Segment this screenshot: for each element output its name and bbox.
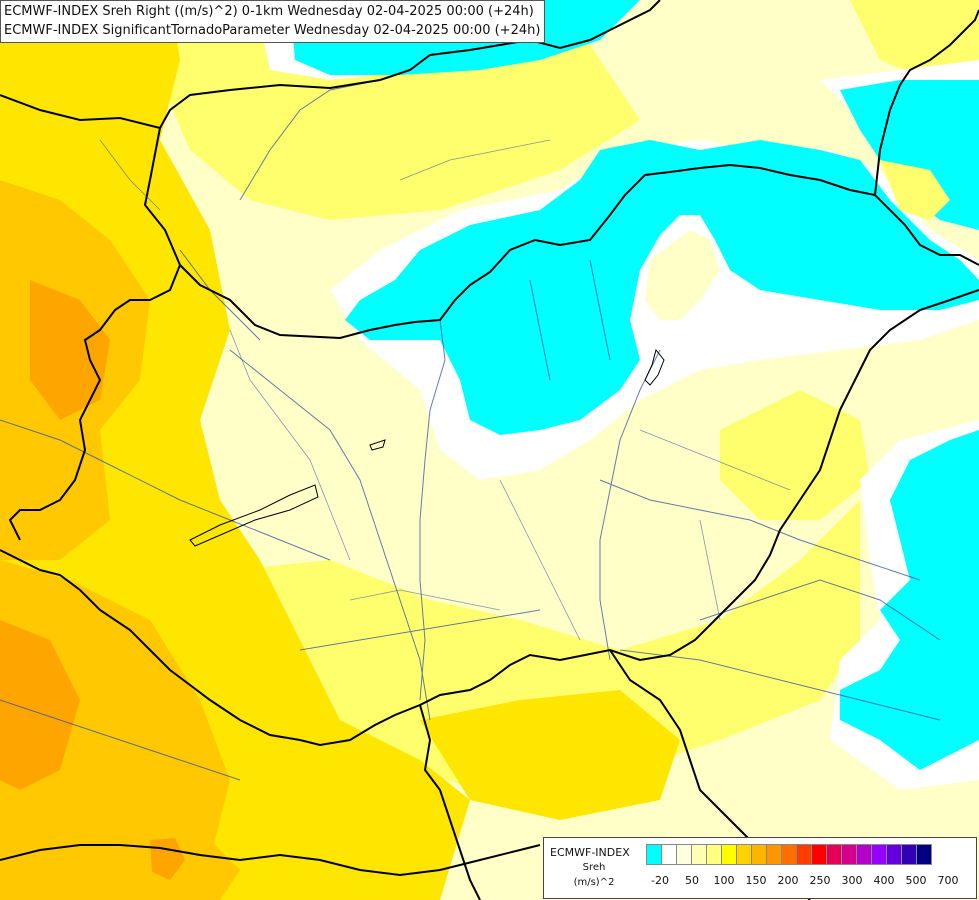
legend-swatch [856, 844, 872, 865]
legend-parameter: Sreh [582, 862, 606, 873]
legend-swatch [766, 844, 782, 865]
region-border [399, 139, 551, 181]
legend-swatch [721, 844, 737, 865]
river [0, 419, 331, 561]
field-high-southcentral [420, 690, 680, 820]
legend-tick-label: 400 [873, 874, 895, 887]
region-border [99, 139, 161, 211]
river [599, 479, 921, 581]
legend-swatch [646, 844, 662, 865]
legend-unit: (m/s)^2 [573, 877, 615, 888]
field-negative-east [840, 430, 979, 770]
legend-swatch [916, 844, 932, 865]
legend-swatch [706, 844, 722, 865]
legend-model: ECMWF-INDEX [550, 846, 630, 859]
legend-tick-label: 50 [685, 874, 699, 887]
legend-swatch [751, 844, 767, 865]
legend-tick-label: 200 [777, 874, 799, 887]
legend-tick-label: 300 [841, 874, 863, 887]
river [299, 609, 541, 651]
river [229, 349, 431, 721]
legend-swatch [841, 844, 857, 865]
border [874, 9, 979, 196]
legend-tick-label: 250 [809, 874, 831, 887]
region-border [229, 329, 351, 561]
legend-swatch [826, 844, 842, 865]
field-negative-top-right-hole [880, 160, 950, 220]
legend-tick-label: 100 [713, 874, 735, 887]
legend-ticks: -20 50 100 150 200 250 300 400 500 700 [646, 874, 970, 888]
field-very-high-southwest [0, 560, 230, 900]
legend-swatch [661, 844, 677, 865]
map-title-box: ECMWF-INDEX Sreh Right ((m/s)^2) 0-1km W… [0, 0, 546, 43]
river [0, 699, 241, 781]
river [599, 349, 661, 661]
region-border [699, 519, 721, 621]
legend-swatch [901, 844, 917, 865]
legend-tick-label: 500 [905, 874, 927, 887]
legend-swatch [886, 844, 902, 865]
rivers [0, 79, 941, 781]
field-negative-north [345, 140, 979, 435]
border [0, 0, 661, 130]
legend-swatches [646, 844, 932, 865]
border [8, 264, 181, 541]
river [239, 79, 381, 201]
border [0, 844, 541, 877]
legend-tick-label: 700 [937, 874, 959, 887]
legend-swatch [811, 844, 827, 865]
river [589, 259, 611, 361]
field-peak-west [30, 280, 110, 420]
field-moderate-east [720, 390, 870, 520]
region-borders [99, 139, 791, 641]
river [699, 579, 941, 641]
field-peak-southwest [0, 620, 80, 790]
lake [644, 348, 665, 386]
region-border [499, 479, 581, 641]
legend-swatch [871, 844, 887, 865]
region-border [639, 429, 791, 491]
field-moderate-top-right [850, 0, 979, 80]
river [179, 249, 261, 341]
river [619, 649, 941, 721]
legend-tick-label: 150 [745, 874, 767, 887]
lake [369, 439, 386, 451]
legend-swatch [796, 844, 812, 865]
title-line-sreh: ECMWF-INDEX Sreh Right ((m/s)^2) 0-1km W… [4, 4, 534, 19]
border [143, 127, 979, 340]
river [529, 279, 551, 381]
legend-swatch [676, 844, 692, 865]
border [419, 704, 481, 900]
region-border [349, 589, 501, 611]
lake-balaton [189, 484, 319, 547]
field-negative-north-inner-light [645, 230, 720, 320]
color-legend: ECMWF-INDEX Sreh (m/s)^2 -20 50 100 150 200 2… [543, 837, 977, 899]
river [419, 319, 446, 701]
field-moderate-south [230, 500, 860, 790]
legend-swatch [736, 844, 752, 865]
title-line-stp: ECMWF-INDEX SignificantTornadoParameter … [4, 23, 541, 38]
legend-swatch [781, 844, 797, 865]
legend-swatch [691, 844, 707, 865]
legend-tick-label: -20 [651, 874, 669, 887]
border [0, 289, 979, 747]
